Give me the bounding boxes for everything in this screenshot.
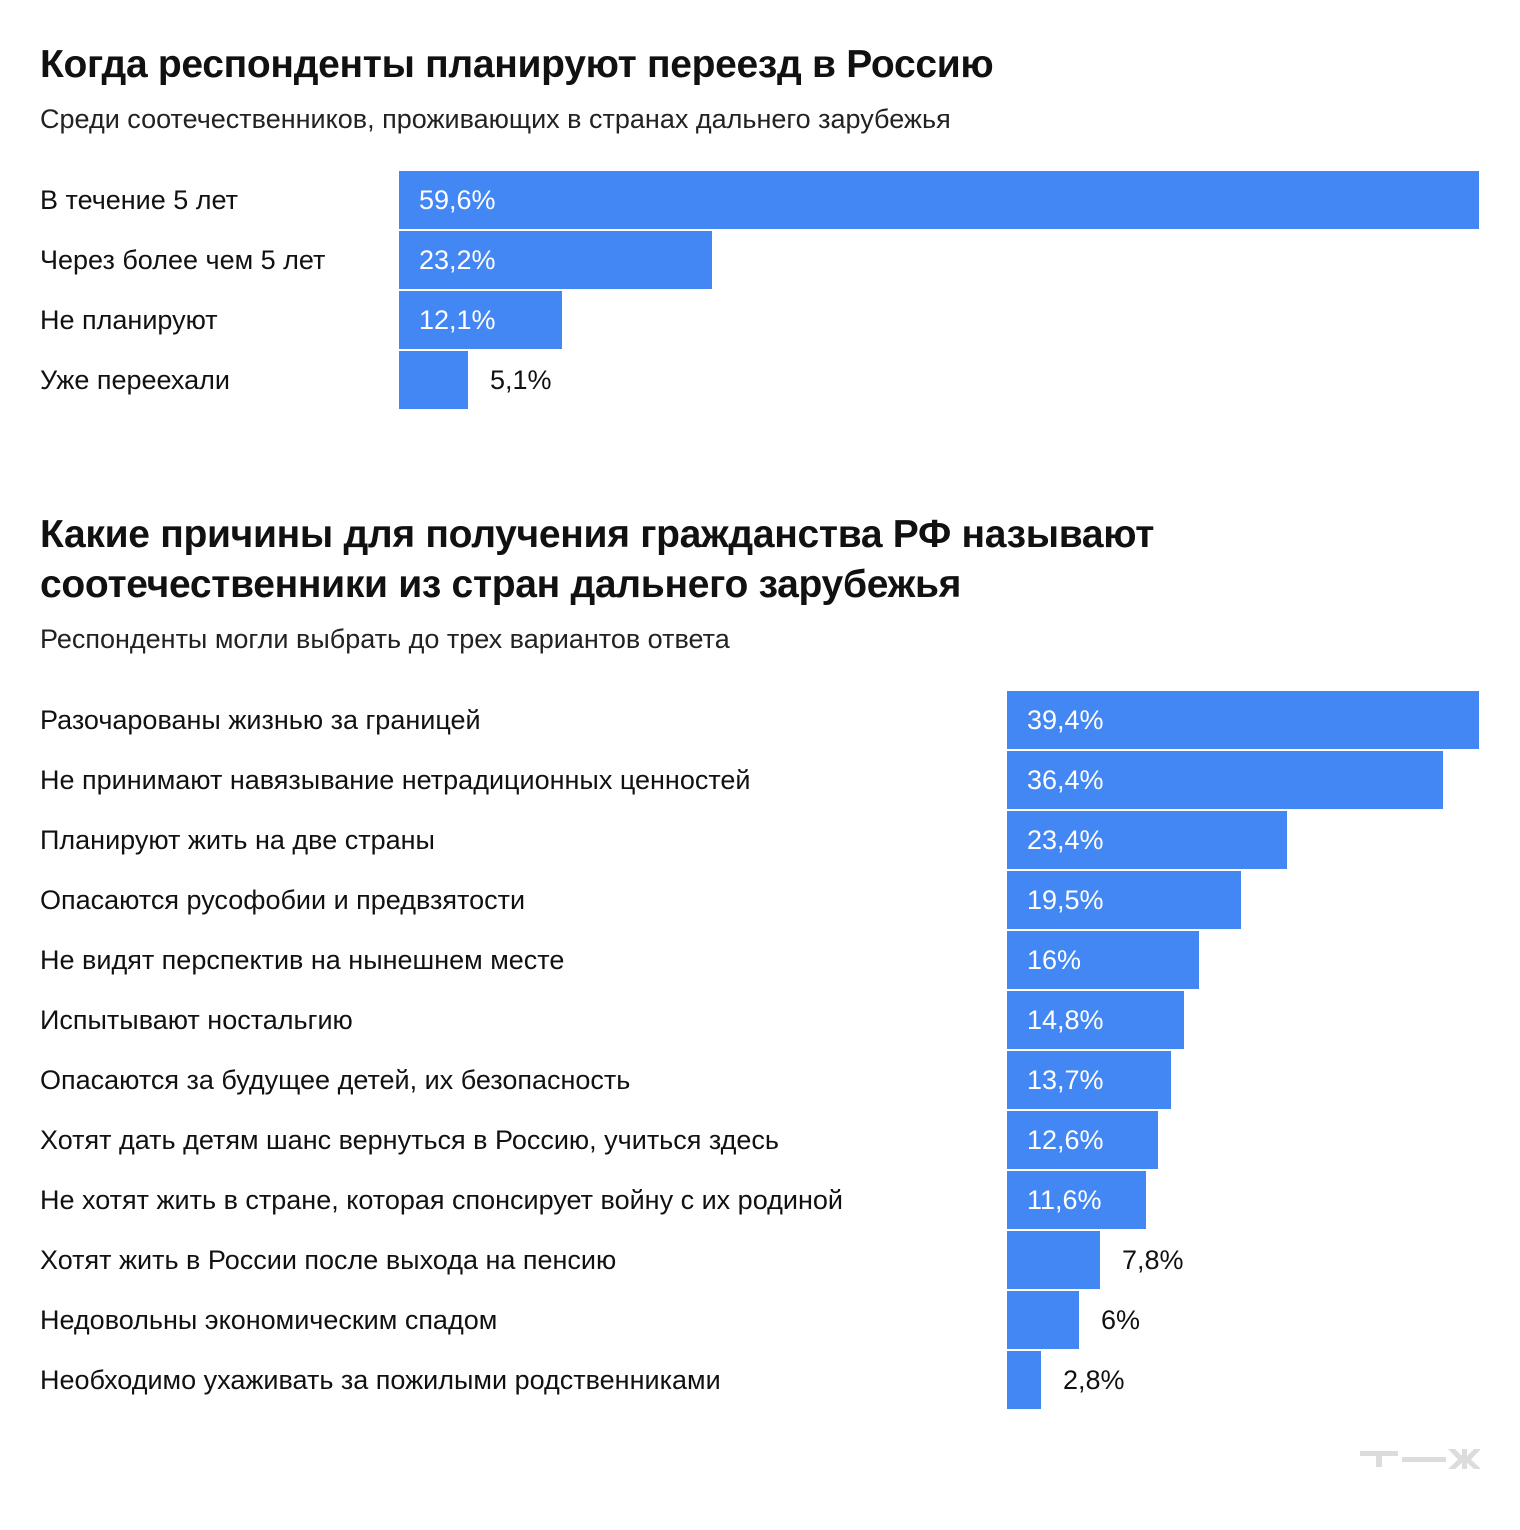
- category-label: Не планируют: [40, 305, 218, 335]
- category-label: Планируют жить на две страны: [40, 825, 435, 855]
- bar-row: Хотят жить в России после выхода на пенс…: [0, 1231, 1520, 1289]
- category-label: Не видят перспектив на нынешнем месте: [40, 945, 565, 975]
- category-label: Хотят дать детям шанс вернуться в Россию…: [40, 1125, 779, 1155]
- value-label: 39,4%: [1027, 705, 1104, 735]
- value-label: 36,4%: [1027, 765, 1104, 795]
- value-label: 11,6%: [1027, 1185, 1102, 1215]
- value-label: 16%: [1027, 945, 1082, 975]
- bar-row: Не принимают навязывание нетрадиционных …: [0, 751, 1520, 809]
- category-label: Испытывают ностальгию: [40, 1005, 353, 1035]
- bar: [1007, 1171, 1146, 1229]
- category-label: Опасаются русофобии и предвзятости: [40, 885, 526, 915]
- bar: [399, 291, 562, 349]
- chart1-subtitle: Среди соотечественников, проживающих в с…: [40, 104, 951, 134]
- value-label: 23,4%: [1027, 825, 1104, 855]
- category-label: Не хотят жить в стране, которая спонсиру…: [40, 1185, 843, 1215]
- bar: [1007, 1231, 1100, 1289]
- bar-row: Уже переехали 5,1%: [0, 351, 1520, 409]
- bar-row: Необходимо ухаживать за пожилыми родстве…: [0, 1351, 1520, 1409]
- bar: [1007, 991, 1184, 1049]
- value-label: 2,8%: [1063, 1365, 1125, 1395]
- category-label: Необходимо ухаживать за пожилыми родстве…: [40, 1365, 721, 1395]
- value-label: 59,6%: [419, 185, 496, 215]
- value-label: 12,6%: [1027, 1125, 1104, 1155]
- bar-row: Хотят дать детям шанс вернуться в Россию…: [0, 1111, 1520, 1169]
- bar-row: Опасаются русофобии и предвзятости 19,5%: [0, 871, 1520, 929]
- bar-row: Через более чем 5 лет 23,2%: [0, 231, 1520, 289]
- bar-row: Недовольны экономическим спадом 6%: [0, 1291, 1520, 1349]
- value-label: 7,8%: [1122, 1245, 1184, 1275]
- bar-row: Планируют жить на две страны 23,4%: [0, 811, 1520, 869]
- bar: [399, 351, 468, 409]
- bar-row: В течение 5 лет 59,6%: [0, 171, 1520, 229]
- value-label: 23,2%: [419, 245, 496, 275]
- bar-row: Не хотят жить в стране, которая спонсиру…: [0, 1171, 1520, 1229]
- chart2-subtitle: Респонденты могли выбрать до трех вариан…: [40, 624, 730, 654]
- category-label: Опасаются за будущее детей, их безопасно…: [40, 1065, 631, 1095]
- value-label: 13,7%: [1027, 1065, 1104, 1095]
- bar: [1007, 751, 1443, 809]
- chart2-title: Какие причины для получения гражданства …: [40, 513, 1155, 606]
- bar: [1007, 931, 1199, 989]
- bar: [1007, 871, 1241, 929]
- bar: [399, 171, 1479, 229]
- category-label: Не принимают навязывание нетрадиционных …: [40, 765, 751, 795]
- chart1-title: Когда респонденты планируют переезд в Ро…: [40, 43, 994, 86]
- category-label: Через более чем 5 лет: [40, 245, 326, 275]
- bar-row: Испытывают ностальгию 14,8%: [0, 991, 1520, 1049]
- bar: [1007, 1111, 1158, 1169]
- category-label: Хотят жить в России после выхода на пенс…: [40, 1245, 617, 1275]
- category-label: Недовольны экономическим спадом: [40, 1305, 498, 1335]
- value-label: 19,5%: [1027, 885, 1104, 915]
- tzh-logo: [1360, 1449, 1480, 1469]
- category-label: В течение 5 лет: [40, 185, 239, 215]
- category-label: Уже переехали: [40, 365, 230, 395]
- bar: [1007, 691, 1479, 749]
- bar-row: Не видят перспектив на нынешнем месте 16%: [0, 931, 1520, 989]
- value-label: 6%: [1101, 1305, 1141, 1335]
- value-label: 14,8%: [1027, 1005, 1104, 1035]
- value-label: 5,1%: [490, 365, 552, 395]
- bar-row: Разочарованы жизнью за границей 39,4%: [0, 691, 1520, 749]
- value-label: 12,1%: [419, 305, 496, 335]
- bar: [399, 231, 712, 289]
- category-label: Разочарованы жизнью за границей: [40, 705, 481, 735]
- bar: [1007, 1351, 1041, 1409]
- bar: [1007, 811, 1287, 869]
- bar: [1007, 1051, 1171, 1109]
- bar-row: Опасаются за будущее детей, их безопасно…: [0, 1051, 1520, 1109]
- bar-row: Не планируют 12,1%: [0, 291, 1520, 349]
- bar: [1007, 1291, 1079, 1349]
